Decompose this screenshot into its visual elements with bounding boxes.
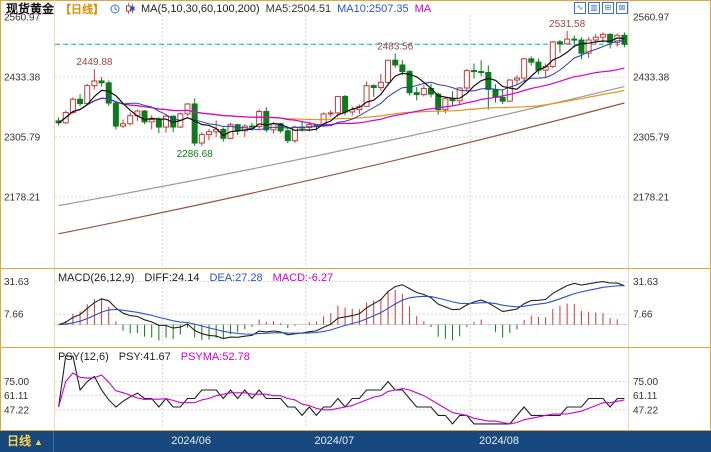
ma10-value: MA10:2507.35 <box>337 2 409 15</box>
timeline-month-label: 2024/07 <box>314 435 355 447</box>
psy-axis-label-right: 75.00 <box>633 377 658 388</box>
macd-axis-label-right: 31.63 <box>633 277 658 288</box>
period-tab[interactable]: 日线 ▲ <box>0 431 54 452</box>
price-axis-label-right: 2560.97 <box>633 13 670 24</box>
line-chart-icon[interactable]: ∿ <box>574 2 586 14</box>
price-axis-label-left: 2560.97 <box>4 13 41 24</box>
macd-axis-label-right: 7.66 <box>633 310 653 321</box>
psy-params-label: PSY(12,6) <box>58 351 109 363</box>
macd-axis-label-left: 7.66 <box>4 310 24 321</box>
price-annotation: 2286.68 <box>177 149 214 160</box>
candle-mini-icon[interactable] <box>126 3 135 14</box>
chart-toolbar: ∿ ▥ ⊞ ⊠ <box>574 2 628 14</box>
clock-icon[interactable] <box>110 4 120 14</box>
period-tag[interactable]: 【日线】 <box>60 3 105 16</box>
timeline-bar: 日线 ▲ 2024/06 2024/07 2024/08 <box>0 431 711 452</box>
psy-header: PSY(12,6) PSY:41.67 PSYMA:52.78 <box>58 351 250 363</box>
macd-axis-label-left: 31.63 <box>4 277 29 288</box>
timeline-month-label: 2024/08 <box>479 435 519 447</box>
macd-header: MACD(26,12,9) DIFF:24.14 DEA:27.28 MACD:… <box>58 272 333 284</box>
macd-params-label: MACD(26,12,9) <box>58 272 135 284</box>
psy-panel <box>55 352 628 428</box>
period-tab-label: 日线 <box>7 434 32 448</box>
price-axis-label-right: 2433.38 <box>633 73 670 84</box>
psyma-value: PSYMA:52.78 <box>180 351 250 363</box>
macd-dea-value: DEA:27.28 <box>209 272 263 284</box>
macd-panel <box>55 271 628 345</box>
price-axis-label-left: 2433.38 <box>4 73 41 84</box>
price-axis-label-left: 2305.79 <box>4 133 41 144</box>
psy-axis-label-right: 61.11 <box>633 391 658 402</box>
psy-axis-label-left: 75.00 <box>4 377 29 388</box>
price-axis-label-right: 2178.21 <box>633 192 670 203</box>
psy-axis-label-left: 47.22 <box>4 405 29 416</box>
price-axis-label-right: 2305.79 <box>633 133 670 144</box>
chevron-up-icon: ▲ <box>34 437 43 447</box>
psy-axis-label-left: 61.11 <box>4 391 29 402</box>
ma30-value-truncated: MA <box>414 2 432 15</box>
zoom-icon[interactable]: ⊞ <box>602 2 614 14</box>
ma5-value: MA5:2504.51 <box>265 2 332 15</box>
ma-settings-label: MA(5,10,30,60,100,200) <box>141 2 260 15</box>
timeline-month-label: 2024/06 <box>171 435 211 447</box>
macd-hist-value: MACD:-6.27 <box>272 272 334 284</box>
price-axis-label-left: 2178.21 <box>4 192 41 203</box>
candle-chart-icon[interactable]: ▥ <box>588 2 600 14</box>
price-annotation: 2483.56 <box>377 41 414 52</box>
chart-canvas[interactable]: 2449.88 2286.68 2483.56 2531.58 2560.97 2560.… <box>0 0 711 431</box>
price-annotation: 2449.88 <box>76 57 113 68</box>
symbol-title: 现货黄金 <box>6 2 55 16</box>
fullscreen-icon[interactable]: ⊠ <box>616 2 628 14</box>
price-panel: 2449.88 2286.68 2483.56 2531.58 <box>55 15 628 267</box>
price-annotation: 2531.58 <box>549 19 586 30</box>
psy-axis-label-right: 47.22 <box>633 405 658 416</box>
macd-diff-value: DIFF:24.14 <box>144 272 200 284</box>
psy-value: PSY:41.67 <box>118 351 171 363</box>
chart-header: 现货黄金 【日线】 MA(5,10,30,60,100,200) MA5:250… <box>6 2 432 16</box>
